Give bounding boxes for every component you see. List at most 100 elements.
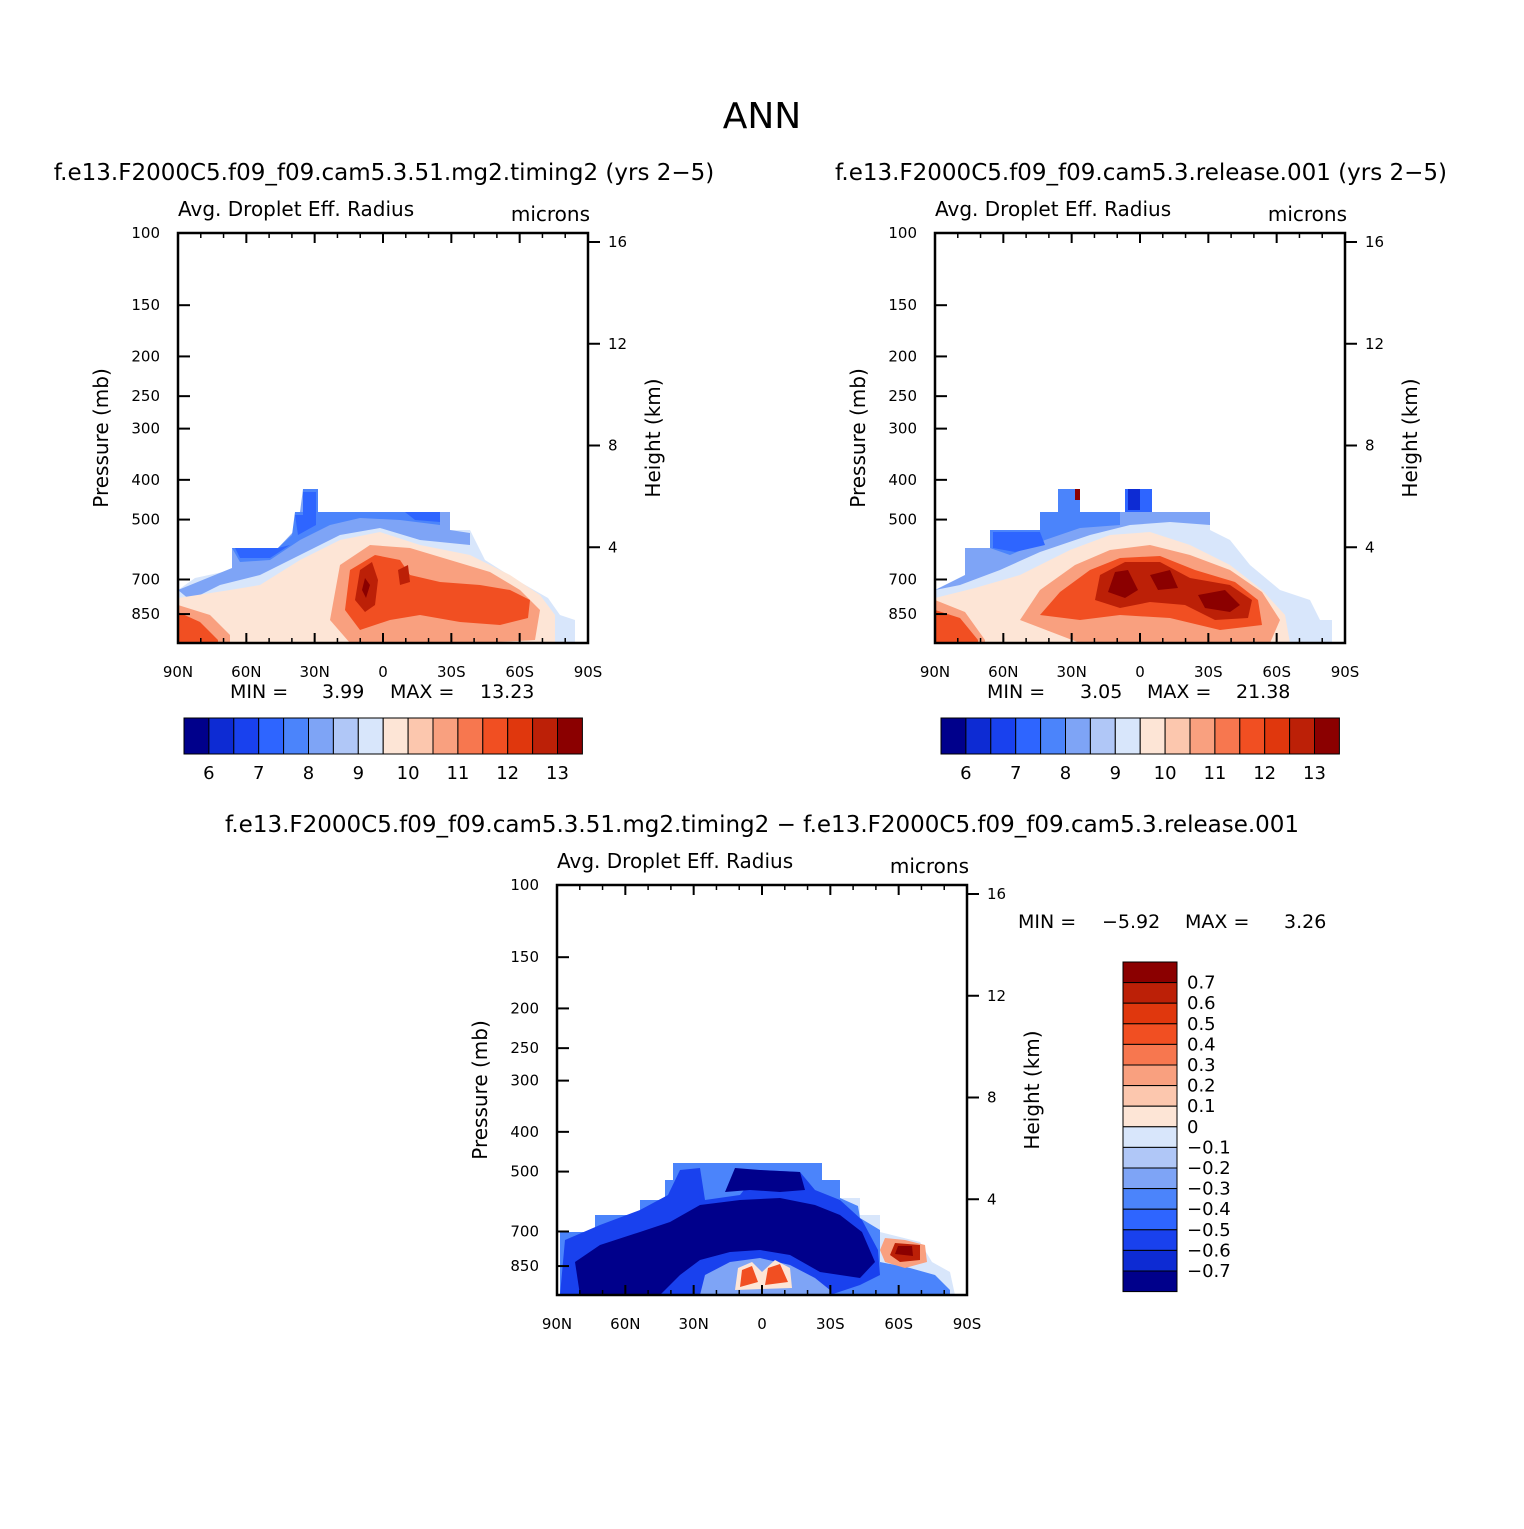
x-tick-label: 60S	[1262, 663, 1291, 681]
y-axis-label: Pressure (mb)	[846, 368, 870, 508]
colorbar-swatch	[965, 717, 992, 755]
y-tick-label: 700	[131, 570, 160, 588]
max-value: 21.38	[1236, 681, 1290, 703]
contour-level-1	[1075, 489, 1140, 510]
y-tick-label: 850	[510, 1257, 539, 1275]
x-tick-label: 0	[757, 1315, 767, 1333]
colorbar-swatch	[1122, 1167, 1178, 1190]
contour-level-6	[235, 492, 440, 558]
y-tick-label: 150	[888, 296, 917, 314]
colorbar-label: 0.6	[1187, 993, 1216, 1014]
colorbar-swatch	[1122, 1188, 1178, 1210]
contour-level-8	[935, 489, 1210, 590]
colorbar-swatch	[1122, 1208, 1178, 1231]
colorbar-label: −0.5	[1187, 1220, 1231, 1241]
min-label: MIN =	[987, 681, 1045, 703]
colorbar-swatch	[1114, 717, 1141, 755]
y-tick-label: 200	[131, 347, 160, 365]
max-label: MAX =	[1147, 681, 1211, 703]
variable-title: Avg. Droplet Eff. Radius	[557, 849, 793, 873]
y-right-tick-label: 8	[1365, 437, 1375, 455]
x-tick-label: 60S	[505, 663, 534, 681]
colorbar-label: −0.2	[1187, 1158, 1231, 1179]
y-tick-label: 500	[131, 511, 160, 529]
y-right-tick-label: 12	[1365, 335, 1384, 353]
colorbar-label: −0.6	[1187, 1240, 1231, 1261]
panel-timing2: f.e13.F2000C5.f09_f09.cam5.3.51.mg2.timi…	[54, 160, 715, 784]
y-axis-right-label: Height (km)	[641, 378, 665, 497]
colorbar-swatch	[1264, 717, 1291, 755]
y-right-tick-label: 4	[608, 538, 618, 556]
y-tick-label: 200	[888, 347, 917, 365]
x-tick-label: 90S	[1331, 663, 1360, 681]
y-tick-label: 250	[888, 387, 917, 405]
colorbar-label: 10	[1154, 763, 1177, 784]
colorbar-swatch	[1122, 1085, 1178, 1107]
colorbar-swatch	[1122, 1002, 1178, 1025]
colorbar-label: 6	[960, 763, 971, 784]
colorbar-label: 0.1	[1187, 1096, 1216, 1117]
colorbar-swatch	[183, 717, 210, 755]
x-tick-label: 30S	[816, 1315, 845, 1333]
colorbar-label: 11	[1203, 763, 1226, 784]
colorbar-swatch	[1065, 717, 1091, 755]
y-tick-label: 850	[888, 605, 917, 623]
units-label: microns	[511, 202, 590, 226]
colorbar-label: 11	[446, 763, 469, 784]
y-right-tick-label: 16	[987, 885, 1006, 903]
contour-level-15	[1108, 570, 1240, 612]
x-tick-label: 30N	[679, 1315, 709, 1333]
colorbar-label: 0.4	[1187, 1034, 1216, 1055]
units-label: microns	[1268, 202, 1347, 226]
y-tick-label: 850	[131, 605, 160, 623]
colorbar-label: 7	[1010, 763, 1021, 784]
colorbar-swatch	[382, 717, 409, 755]
colorbar-swatch	[1122, 982, 1178, 1004]
y-right-tick-label: 4	[987, 1190, 997, 1208]
y-axis-right-label: Height (km)	[1398, 378, 1422, 497]
colorbar-label: 0.3	[1187, 1055, 1216, 1076]
panel-release001: f.e13.F2000C5.f09_f09.cam5.3.release.001…	[835, 160, 1447, 784]
case-title: f.e13.F2000C5.f09_f09.cam5.3.release.001…	[835, 160, 1447, 186]
max-value: 3.26	[1284, 911, 1326, 933]
colorbar: 6 7 8 9 10 11 12 13	[183, 717, 583, 784]
min-value: 3.05	[1080, 681, 1122, 703]
y-tick-label: 700	[510, 1222, 539, 1240]
contour-spot-top	[1075, 489, 1080, 500]
y-tick-label: 700	[888, 570, 917, 588]
y-tick-label: 100	[131, 224, 160, 242]
colorbar-label: −0.3	[1187, 1179, 1231, 1200]
max-value: 13.23	[480, 681, 534, 703]
y-tick-label: 200	[510, 999, 539, 1017]
colorbar-swatch	[507, 717, 534, 755]
colorbar-label: 0.2	[1187, 1076, 1216, 1097]
colorbar-swatch	[1122, 1146, 1178, 1169]
contour-field	[560, 1163, 955, 1295]
y-tick-label: 400	[131, 471, 160, 489]
colorbar-swatch	[1122, 1270, 1178, 1293]
contour-level-13	[355, 562, 410, 612]
x-tick-label: 60N	[610, 1315, 640, 1333]
max-label: MAX =	[390, 681, 454, 703]
y-tick-label: 400	[888, 471, 917, 489]
colorbar-swatch	[258, 717, 285, 755]
colorbar-label: 0.7	[1187, 973, 1216, 994]
x-tick-label: 90S	[574, 663, 603, 681]
contour-level-7	[232, 489, 440, 562]
y-right-tick-label: 12	[608, 335, 627, 353]
colorbar-swatch	[308, 717, 334, 755]
colorbar-label: −0.4	[1187, 1199, 1231, 1220]
y-tick-label: 300	[131, 420, 160, 438]
colorbar-swatch	[1239, 717, 1266, 755]
colorbar-swatch	[357, 717, 384, 755]
colorbar-swatch	[432, 717, 459, 755]
colorbar-label: 12	[1253, 763, 1276, 784]
colorbar-swatch	[407, 717, 434, 755]
y-axis-label: Pressure (mb)	[89, 368, 113, 508]
colorbar-label: 13	[546, 763, 569, 784]
y-axis-right-label: Height (km)	[1020, 1030, 1044, 1149]
contour-level-14	[362, 578, 370, 598]
x-tick-label: 90N	[163, 663, 193, 681]
y-tick-label: 300	[888, 420, 917, 438]
